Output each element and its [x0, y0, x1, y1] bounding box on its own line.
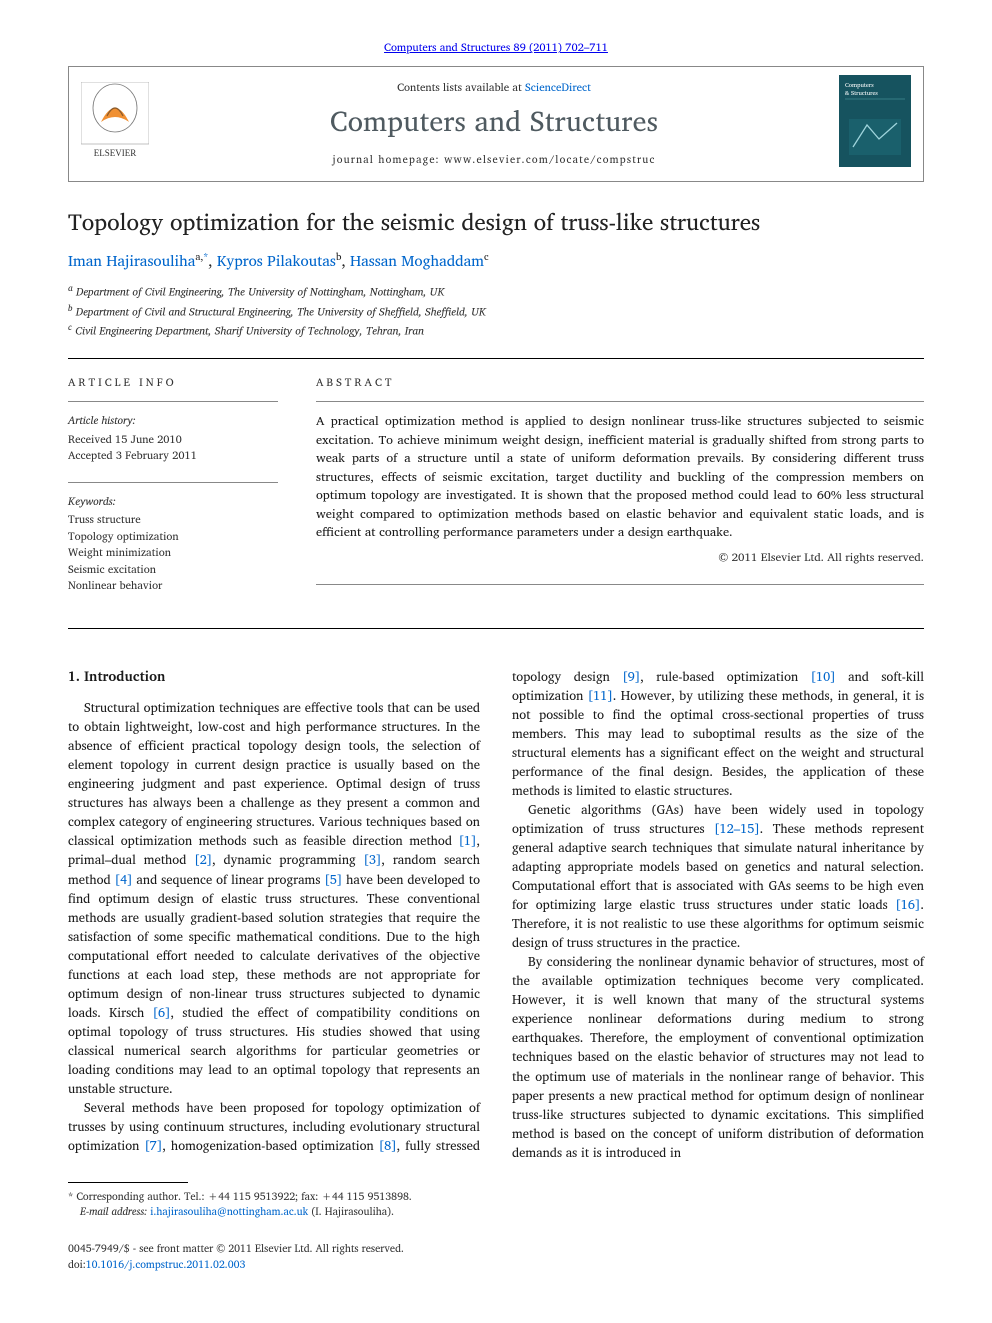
affiliations: a Department of Civil Engineering, The U… — [68, 282, 924, 340]
journal-title: Computers and Structures — [165, 102, 823, 143]
sciencedirect-link[interactable]: ScienceDirect — [525, 78, 591, 96]
divider — [68, 358, 924, 359]
bottom-meta: 0045-7949/$ - see front matter © 2011 El… — [68, 1241, 924, 1273]
body-text: , dynamic programming — [212, 849, 363, 870]
divider — [68, 628, 924, 629]
affiliation-c: Civil Engineering Department, Sharif Uni… — [75, 322, 424, 340]
ref-link[interactable]: [6] — [153, 1002, 171, 1023]
keyword: Weight minimization — [68, 544, 278, 561]
author-sep: , — [341, 248, 350, 273]
body-text: , homogenization-based optimization — [162, 1135, 378, 1156]
body-text: have been developed to find optimum desi… — [68, 869, 480, 1023]
divider — [316, 584, 924, 585]
email-link[interactable]: i.hajirasouliha@nottingham.ac.uk — [150, 1202, 308, 1220]
keyword: Nonlinear behavior — [68, 577, 278, 594]
abstract-text: A practical optimization method is appli… — [316, 412, 924, 542]
ref-link[interactable]: [3] — [364, 849, 382, 870]
homepage-url: www.elsevier.com/locate/compstruc — [444, 150, 655, 168]
author-link-3[interactable]: Hassan Moghaddam — [350, 248, 484, 273]
svg-text:ELSEVIER: ELSEVIER — [94, 148, 137, 158]
ref-link[interactable]: [2] — [194, 849, 212, 870]
history-accepted: Accepted 3 February 2011 — [68, 447, 278, 464]
body-text: Structural optimization techniques are e… — [68, 697, 480, 851]
affiliation-b: Department of Civil and Structural Engin… — [76, 302, 486, 320]
abstract-copyright: © 2011 Elsevier Ltd. All rights reserved… — [316, 550, 924, 567]
history-title: Article history: — [68, 412, 278, 429]
keywords-title: Keywords: — [68, 493, 278, 510]
footnotes: * Corresponding author. Tel.: +44 115 95… — [68, 1189, 924, 1219]
email-label: E-mail address: — [80, 1202, 150, 1220]
ref-link[interactable]: [9] — [622, 666, 640, 687]
body-text: and sequence of linear programs — [132, 869, 324, 890]
elsevier-logo: ELSEVIER — [81, 82, 149, 166]
contents-line: Contents lists available at ScienceDirec… — [165, 80, 823, 96]
keyword: Truss structure — [68, 511, 278, 528]
ref-link[interactable]: [8] — [379, 1135, 397, 1156]
divider — [68, 401, 278, 402]
body-text: By considering the nonlinear dynamic beh… — [512, 952, 924, 1162]
author-link-2[interactable]: Kypros Pilakoutas — [217, 248, 336, 273]
article-info-label: article info — [68, 375, 278, 391]
ref-link[interactable]: [7] — [144, 1135, 162, 1156]
divider — [68, 482, 278, 483]
ref-link[interactable]: [10] — [811, 666, 836, 687]
journal-ref-link[interactable]: Computers and Structures 89 (2011) 702–7… — [384, 38, 608, 56]
keyword: Seismic excitation — [68, 561, 278, 578]
affil-sup-3: c — [484, 249, 489, 265]
homepage-prefix: journal homepage: — [332, 150, 444, 168]
author-link-1[interactable]: Iman Hajirasouliha — [68, 248, 195, 273]
abstract-label: abstract — [316, 375, 924, 391]
ref-link[interactable]: [5] — [324, 869, 342, 890]
email-suffix: (I. Hajirasouliha). — [308, 1202, 394, 1220]
author-sep: , — [208, 248, 217, 273]
ref-link[interactable]: [16] — [895, 894, 920, 915]
footnote-divider — [68, 1182, 188, 1183]
journal-cover-thumb: Computers & Structures — [839, 75, 911, 173]
body-text: 1. Introduction Structural optimization … — [68, 667, 924, 1162]
homepage-line: journal homepage: www.elsevier.com/locat… — [165, 152, 823, 167]
divider — [316, 401, 924, 402]
svg-text:& Structures: & Structures — [845, 88, 878, 98]
body-text: , rule-based optimization — [640, 666, 810, 687]
ref-link[interactable]: [11] — [588, 685, 613, 706]
masthead: ELSEVIER Contents lists available at Sci… — [68, 66, 924, 182]
affiliation-a: Department of Civil Engineering, The Uni… — [76, 283, 445, 301]
ref-link[interactable]: [12–15] — [714, 818, 760, 839]
keyword: Topology optimization — [68, 528, 278, 545]
section-heading-1: 1. Introduction — [68, 667, 480, 687]
contents-prefix: Contents lists available at — [397, 78, 525, 96]
ref-link[interactable]: [4] — [115, 869, 133, 890]
authors-line: Iman Hajirasoulihaa,*, Kypros Pilakoutas… — [68, 250, 924, 272]
doi-prefix: doi: — [68, 1255, 86, 1273]
article-title: Topology optimization for the seismic de… — [68, 208, 924, 237]
history-received: Received 15 June 2010 — [68, 431, 278, 448]
ref-link[interactable]: [1] — [459, 830, 477, 851]
doi-link[interactable]: 10.1016/j.compstruc.2011.02.003 — [86, 1255, 246, 1273]
